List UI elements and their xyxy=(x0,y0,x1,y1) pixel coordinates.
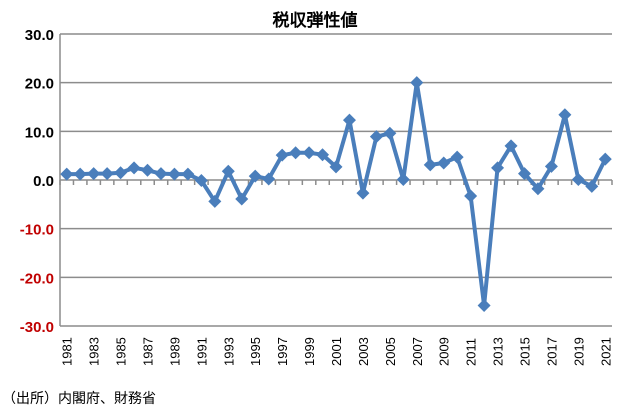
x-tick-label: 2007 xyxy=(410,337,425,366)
x-tick-label: 2021 xyxy=(598,337,613,366)
data-point-2013 xyxy=(491,161,505,175)
data-point-1987 xyxy=(141,163,155,177)
data-point-2009 xyxy=(437,156,451,170)
data-point-2010 xyxy=(450,150,464,164)
data-point-1983 xyxy=(87,167,101,181)
y-tick-label: 30.0 xyxy=(25,27,54,44)
x-tick-label: 2017 xyxy=(544,337,559,366)
chart-title: 税収弾性値 xyxy=(272,11,358,31)
y-tick-label: -10.0 xyxy=(20,222,54,239)
x-tick-label: 1985 xyxy=(114,337,129,366)
data-point-1993 xyxy=(221,164,235,178)
x-tick-label: 2009 xyxy=(437,337,452,366)
data-point-1985 xyxy=(114,166,128,180)
data-point-2012 xyxy=(477,299,491,313)
series-line xyxy=(66,80,608,308)
data-point-2011 xyxy=(464,189,478,203)
y-tick-label: 0.0 xyxy=(33,173,54,190)
data-point-1995 xyxy=(248,169,262,183)
data-point-1998 xyxy=(289,146,303,160)
x-tick-label: 2013 xyxy=(491,337,506,366)
x-tick-label: 1987 xyxy=(141,337,156,366)
y-tick-label: -30.0 xyxy=(20,319,54,336)
data-point-1999 xyxy=(302,146,316,160)
data-point-1990 xyxy=(181,167,195,181)
y-tick-label: -20.0 xyxy=(20,270,54,287)
data-point-2007 xyxy=(410,76,424,90)
data-point-1986 xyxy=(127,161,141,175)
data-point-1997 xyxy=(275,148,289,162)
data-point-2020 xyxy=(585,179,599,193)
data-point-1988 xyxy=(154,167,168,181)
data-point-2017 xyxy=(544,159,558,173)
data-point-2000 xyxy=(316,148,330,162)
y-tick-label: 20.0 xyxy=(25,76,54,93)
data-point-1984 xyxy=(100,167,114,181)
data-point-2001 xyxy=(329,160,343,174)
data-point-1996 xyxy=(262,172,276,186)
data-point-1992 xyxy=(208,194,222,208)
data-point-2021 xyxy=(598,152,612,166)
x-tick-label: 1991 xyxy=(194,337,209,366)
data-point-1981 xyxy=(60,167,74,181)
x-tick-label: 2019 xyxy=(571,337,586,366)
x-tick-label: 1981 xyxy=(60,337,75,366)
x-tick-label: 2003 xyxy=(356,337,371,366)
y-tick-label: 10.0 xyxy=(25,124,54,141)
x-tick-label: 1983 xyxy=(87,337,102,366)
data-point-2006 xyxy=(396,173,410,187)
data-point-2002 xyxy=(342,113,356,127)
data-point-2003 xyxy=(356,186,370,200)
source-note: （出所）内閣府、財務省 xyxy=(2,391,156,407)
data-point-2004 xyxy=(369,130,383,144)
data-point-1994 xyxy=(235,192,249,206)
x-tick-label: 1999 xyxy=(302,337,317,366)
x-tick-label: 2005 xyxy=(383,337,398,366)
data-point-1991 xyxy=(194,173,208,187)
x-tick-label: 1997 xyxy=(275,337,290,366)
data-point-2014 xyxy=(504,139,518,153)
data-point-2015 xyxy=(517,167,531,181)
data-point-1982 xyxy=(73,167,87,181)
x-tick-label: 2015 xyxy=(517,337,532,366)
data-point-1989 xyxy=(167,167,181,181)
data-point-2005 xyxy=(383,126,397,140)
x-tick-label: 1989 xyxy=(167,337,182,366)
data-point-2008 xyxy=(423,158,437,172)
x-tick-label: 1995 xyxy=(248,337,263,366)
data-point-2018 xyxy=(558,108,572,122)
data-point-2019 xyxy=(571,173,585,187)
data-point-2016 xyxy=(531,182,545,196)
x-tick-label: 1993 xyxy=(221,337,236,366)
x-tick-label: 2011 xyxy=(464,338,479,366)
x-tick-label: 2001 xyxy=(329,337,344,366)
